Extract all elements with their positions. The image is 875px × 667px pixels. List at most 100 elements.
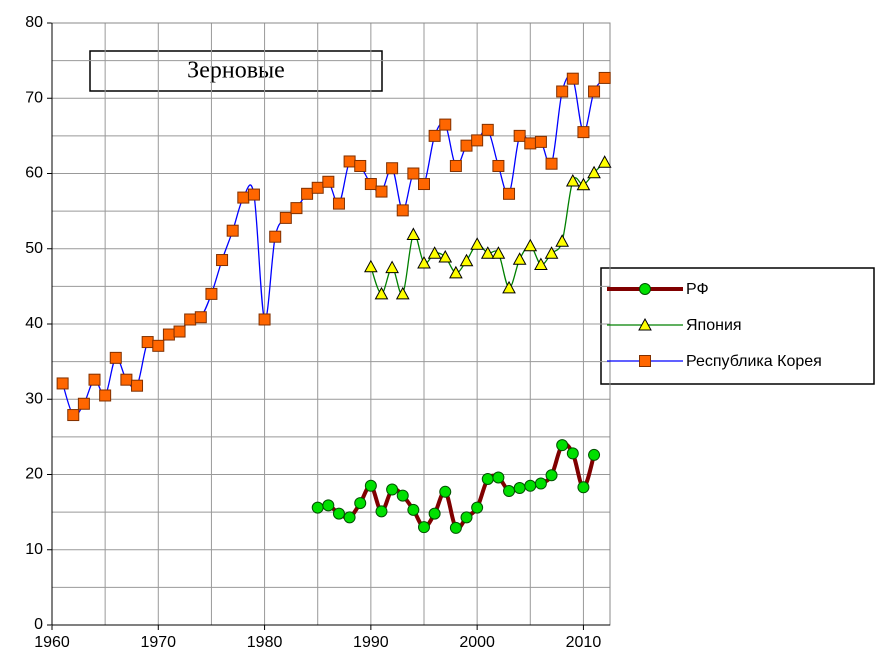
point (503, 485, 516, 498)
point (566, 72, 579, 85)
point (566, 447, 579, 460)
legend-marker (639, 355, 651, 367)
point (555, 234, 570, 247)
point (226, 224, 239, 237)
point (311, 181, 324, 194)
point (141, 336, 154, 349)
point (480, 246, 495, 259)
point (322, 175, 335, 188)
point (588, 85, 601, 98)
y-tick-label: 70 (25, 89, 43, 106)
point (556, 439, 569, 452)
point (131, 379, 144, 392)
point (524, 137, 537, 150)
point (120, 373, 133, 386)
point (524, 479, 537, 492)
point (523, 238, 538, 252)
point (439, 485, 452, 498)
point (588, 448, 601, 461)
point (386, 162, 399, 175)
series-line (62, 75, 606, 417)
y-tick-label: 80 (25, 14, 43, 31)
point (407, 503, 420, 516)
point (481, 123, 494, 136)
point (418, 178, 430, 191)
point (565, 173, 580, 187)
point (364, 178, 377, 191)
point (471, 501, 484, 514)
point (587, 165, 601, 179)
point (364, 259, 378, 273)
point (545, 469, 558, 482)
point (470, 237, 484, 250)
point (205, 287, 218, 300)
point (354, 497, 367, 510)
point (109, 351, 122, 364)
point (439, 118, 452, 131)
point (544, 246, 559, 259)
point (99, 389, 112, 402)
point (386, 483, 399, 496)
legend-marker (638, 317, 652, 331)
point (406, 227, 421, 240)
point (438, 249, 453, 263)
legend-marker (639, 283, 651, 295)
point (258, 313, 271, 326)
point (162, 328, 175, 341)
series-line (317, 441, 596, 531)
x-tick-label: 1970 (140, 634, 176, 651)
point (173, 325, 186, 338)
point (311, 501, 324, 514)
legend-label: Япония (686, 317, 742, 334)
point (534, 257, 548, 271)
x-tick-label: 2010 (566, 634, 602, 651)
point (332, 507, 345, 520)
x-tick-label: 1980 (247, 634, 283, 651)
point (88, 373, 101, 386)
point (534, 477, 547, 490)
point (417, 256, 431, 269)
point (269, 230, 282, 243)
x-tick-label: 1990 (353, 634, 389, 651)
point (152, 339, 165, 352)
point (576, 177, 591, 191)
y-tick-label: 60 (25, 165, 43, 182)
point (459, 253, 474, 267)
chart-title: Зерновые (187, 58, 285, 84)
point (364, 479, 377, 492)
point (428, 129, 441, 142)
point (449, 265, 463, 279)
point (513, 129, 526, 142)
point (418, 521, 430, 534)
point (407, 167, 420, 180)
legend-label: Республика Корея (686, 353, 822, 370)
point (492, 159, 505, 172)
x-tick-label: 2000 (459, 634, 495, 651)
point (375, 505, 388, 518)
point (216, 254, 229, 267)
point (396, 489, 409, 502)
point (471, 134, 484, 147)
y-tick-label: 30 (25, 390, 43, 407)
y-tick-label: 40 (25, 315, 43, 332)
point (534, 135, 547, 148)
legend-label: РФ (686, 281, 709, 298)
point (503, 187, 516, 200)
title-box (89, 50, 383, 92)
point (332, 197, 345, 210)
point (577, 481, 590, 494)
x-tick-label: 1960 (34, 634, 70, 651)
point (460, 139, 473, 152)
y-tick-label: 50 (25, 240, 43, 257)
point (597, 155, 612, 168)
point (491, 246, 506, 259)
point (343, 155, 356, 168)
point (460, 511, 473, 524)
point (512, 252, 527, 265)
point (396, 204, 409, 217)
point (449, 159, 462, 172)
point (354, 159, 367, 172)
point (184, 313, 197, 326)
point (502, 280, 516, 294)
